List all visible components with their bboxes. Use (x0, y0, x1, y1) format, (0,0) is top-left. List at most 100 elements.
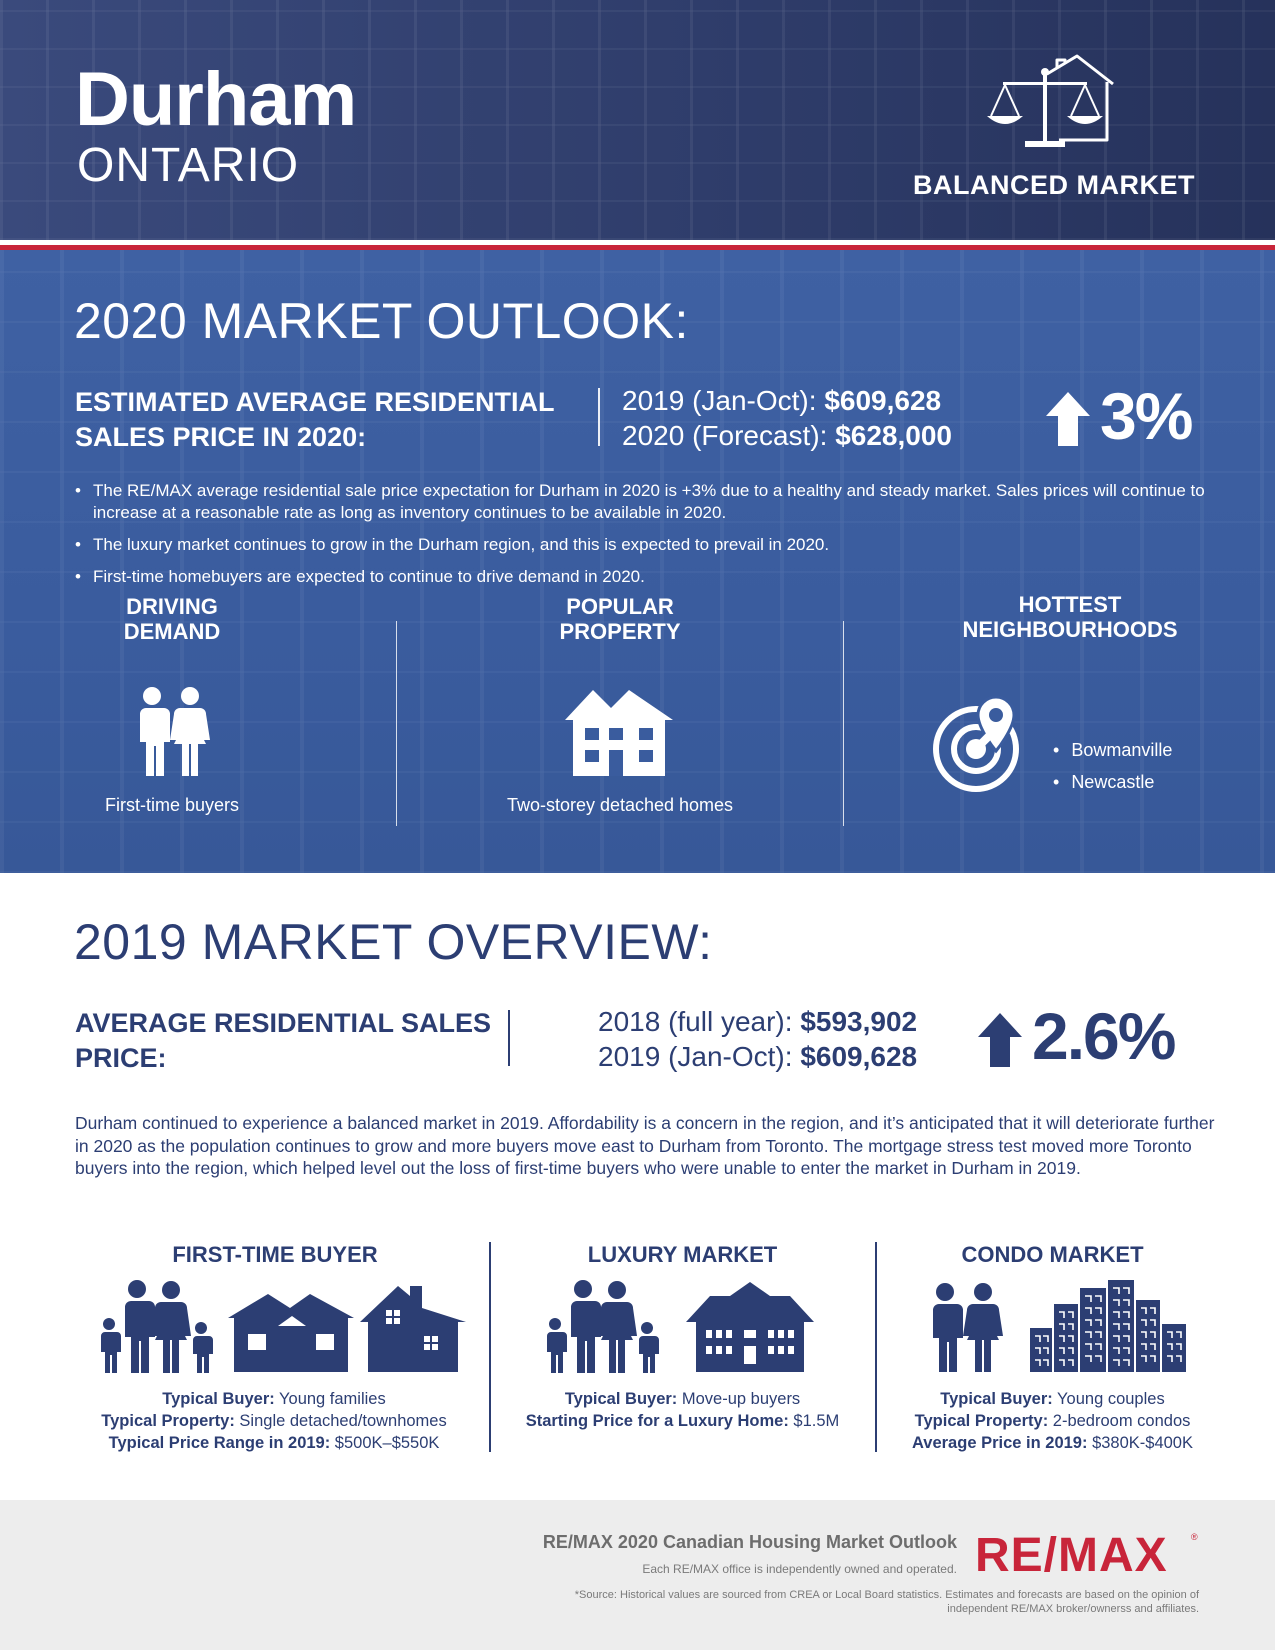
scales-house-icon (987, 54, 1114, 147)
luxury-line2: Starting Price for a Luxury Home: $1.5M (500, 1410, 865, 1432)
arrow-up-icon (978, 1013, 1022, 1067)
family-icon (547, 1280, 659, 1373)
neighbourhood-list: Bowmanville Newcastle (1053, 734, 1172, 798)
condo-line3-label: Average Price in 2019: (911, 1434, 1088, 1452)
overview-current-label: 2019 (Jan-Oct): (598, 1041, 801, 1072)
condo-line2-value: 2-bedroom condos (1048, 1412, 1191, 1430)
overview-divider (508, 1010, 510, 1066)
condo-line1: Typical Buyer: Young couples (880, 1388, 1225, 1410)
driving-demand-title: DRIVING DEMAND (72, 594, 272, 644)
divider-stripe-white (0, 240, 1275, 245)
condo-line2: Typical Property: 2-bedroom condos (880, 1410, 1225, 1432)
overview-paragraph: Durham continued to experience a balance… (75, 1113, 1215, 1178)
luxury-line2-label: Starting Price for a Luxury Home: (525, 1412, 789, 1430)
arrow-up-icon (1046, 392, 1090, 446)
driving-demand-title-line1: DRIVING (126, 594, 218, 619)
overview-change-percent: 2.6% (1032, 999, 1176, 1073)
popular-property-caption: Two-storey detached homes (506, 795, 734, 815)
family-icon (101, 1280, 213, 1373)
province-title: ONTARIO (77, 139, 300, 192)
first-time-buyer-title: FIRST-TIME BUYER (172, 1242, 378, 1267)
outlook-bullet: First-time homebuyers are expected to co… (75, 566, 1210, 588)
luxury-line1: Typical Buyer: Move-up buyers (500, 1388, 865, 1410)
driving-demand-caption: First-time buyers (104, 795, 239, 815)
driving-demand-title-line2: DEMAND (123, 619, 221, 644)
condo-line1-value: Young couples (1052, 1390, 1165, 1408)
outlook-column-divider (843, 621, 844, 826)
divider-stripe-red (0, 245, 1275, 250)
condo-market-title: CONDO MARKET (961, 1242, 1144, 1267)
outlook-column-divider (396, 621, 397, 826)
couple-icon (140, 687, 210, 776)
overview-current-line: 2019 (Jan-Oct): $609,628 (598, 1039, 917, 1074)
overview-prior-label: 2018 (full year): (598, 1006, 801, 1037)
luxury-line1-label: Typical Buyer: (564, 1390, 678, 1408)
condo-line1-label: Typical Buyer: (940, 1390, 1053, 1408)
luxury-line1-value: Move-up buyers (677, 1390, 801, 1408)
outlook-forecast-label: 2020 (Forecast): (622, 420, 836, 451)
outlook-forecast-line: 2020 (Forecast): $628,000 (622, 418, 952, 453)
condo-line3-value: $380K-$400K (1087, 1434, 1193, 1452)
popular-property-title-line1: POPULAR (566, 594, 674, 619)
outlook-prior-value: $609,628 (824, 385, 942, 416)
hottest-title-line1: HOTTEST (1018, 592, 1122, 617)
condo-buildings-icon (1030, 1280, 1186, 1372)
luxury-line2-value: $1.5M (788, 1412, 840, 1430)
detached-house-icon (360, 1286, 466, 1372)
hottest-title-line2: NEIGHBOURHOODS (962, 617, 1178, 642)
segment-divider (875, 1242, 877, 1452)
outlook-prices: 2019 (Jan-Oct): $609,628 2020 (Forecast)… (622, 383, 952, 453)
overview-price-label: AVERAGE RESIDENTIAL SALES PRICE: (75, 1008, 492, 1073)
first-time-line1-value: Young families (274, 1390, 386, 1408)
overview-prices: 2018 (full year): $593,902 2019 (Jan-Oct… (598, 1004, 917, 1074)
overview-prior-line: 2018 (full year): $593,902 (598, 1004, 917, 1039)
segment-divider (489, 1242, 491, 1452)
first-time-line3-value: $500K–$550K (330, 1434, 440, 1452)
city-title: Durham (75, 57, 357, 142)
footer-report-title: RE/MAX 2020 Canadian Housing Market Outl… (542, 1532, 957, 1552)
condo-market-info: Typical Buyer: Young couples Typical Pro… (880, 1388, 1225, 1454)
overview-prior-value: $593,902 (800, 1006, 918, 1037)
outlook-bullet: The luxury market continues to grow in t… (75, 534, 1210, 556)
outlook-forecast-value: $628,000 (835, 420, 952, 451)
popular-property-title-line2: PROPERTY (559, 619, 681, 644)
first-time-line1: Typical Buyer: Young families (62, 1388, 486, 1410)
first-time-line2-value: Single detached/townhomes (234, 1412, 447, 1430)
outlook-bullet: The RE/MAX average residential sale pric… (75, 480, 1210, 524)
outlook-prior-line: 2019 (Jan-Oct): $609,628 (622, 383, 952, 418)
footer-independent-note: Each RE/MAX office is independently owne… (642, 1562, 957, 1576)
outlook-divider (598, 388, 600, 446)
condo-line3: Average Price in 2019: $380K-$400K (880, 1432, 1225, 1454)
first-time-line2-label: Typical Property: (101, 1412, 235, 1430)
footer: RE/MAX 2020 Canadian Housing Market Outl… (0, 1500, 1275, 1650)
first-time-buyer-info: Typical Buyer: Young families Typical Pr… (62, 1388, 486, 1454)
outlook-title: 2020 MARKET OUTLOOK: (74, 293, 689, 349)
two-storey-house-icon (565, 690, 673, 776)
outlook-prior-label: 2019 (Jan-Oct): (622, 385, 825, 416)
header-banner: Durham ONTARIO BALANCED MARKET (0, 0, 1275, 240)
header-texture (0, 0, 1275, 240)
couple-icon (933, 1283, 1003, 1372)
overview-current-value: $609,628 (800, 1041, 918, 1072)
luxury-market-title: LUXURY MARKET (587, 1242, 778, 1267)
condo-line2-label: Typical Property: (914, 1412, 1049, 1430)
footer-source-note: *Source: Historical values are sourced f… (574, 1589, 1199, 1615)
luxury-house-icon (686, 1282, 814, 1372)
neighbourhood-item: Bowmanville (1053, 734, 1172, 766)
outlook-bullet-list: The RE/MAX average residential sale pric… (75, 480, 1210, 598)
townhouse-icon (228, 1294, 354, 1372)
overview-title: 2019 MARKET OVERVIEW: (74, 914, 713, 970)
first-time-line3-label: Typical Price Range in 2019: (108, 1434, 331, 1452)
hottest-neighbourhoods-title: HOTTEST NEIGHBOURHOODS (920, 592, 1220, 642)
market-status-label: BALANCED MARKET (913, 170, 1195, 200)
first-time-line2: Typical Property: Single detached/townho… (62, 1410, 486, 1432)
first-time-line1-label: Typical Buyer: (162, 1390, 275, 1408)
remax-registered-mark: ® (1191, 1532, 1198, 1542)
luxury-market-info: Typical Buyer: Move-up buyers Starting P… (500, 1388, 865, 1432)
target-pin-icon (933, 695, 1019, 792)
popular-property-title: POPULAR PROPERTY (520, 594, 720, 644)
outlook-change-percent: 3% (1100, 379, 1193, 453)
neighbourhood-item: Newcastle (1053, 766, 1172, 798)
first-time-line3: Typical Price Range in 2019: $500K–$550K (62, 1432, 486, 1454)
outlook-price-label: ESTIMATED AVERAGE RESIDENTIAL SALES PRIC… (75, 387, 555, 452)
